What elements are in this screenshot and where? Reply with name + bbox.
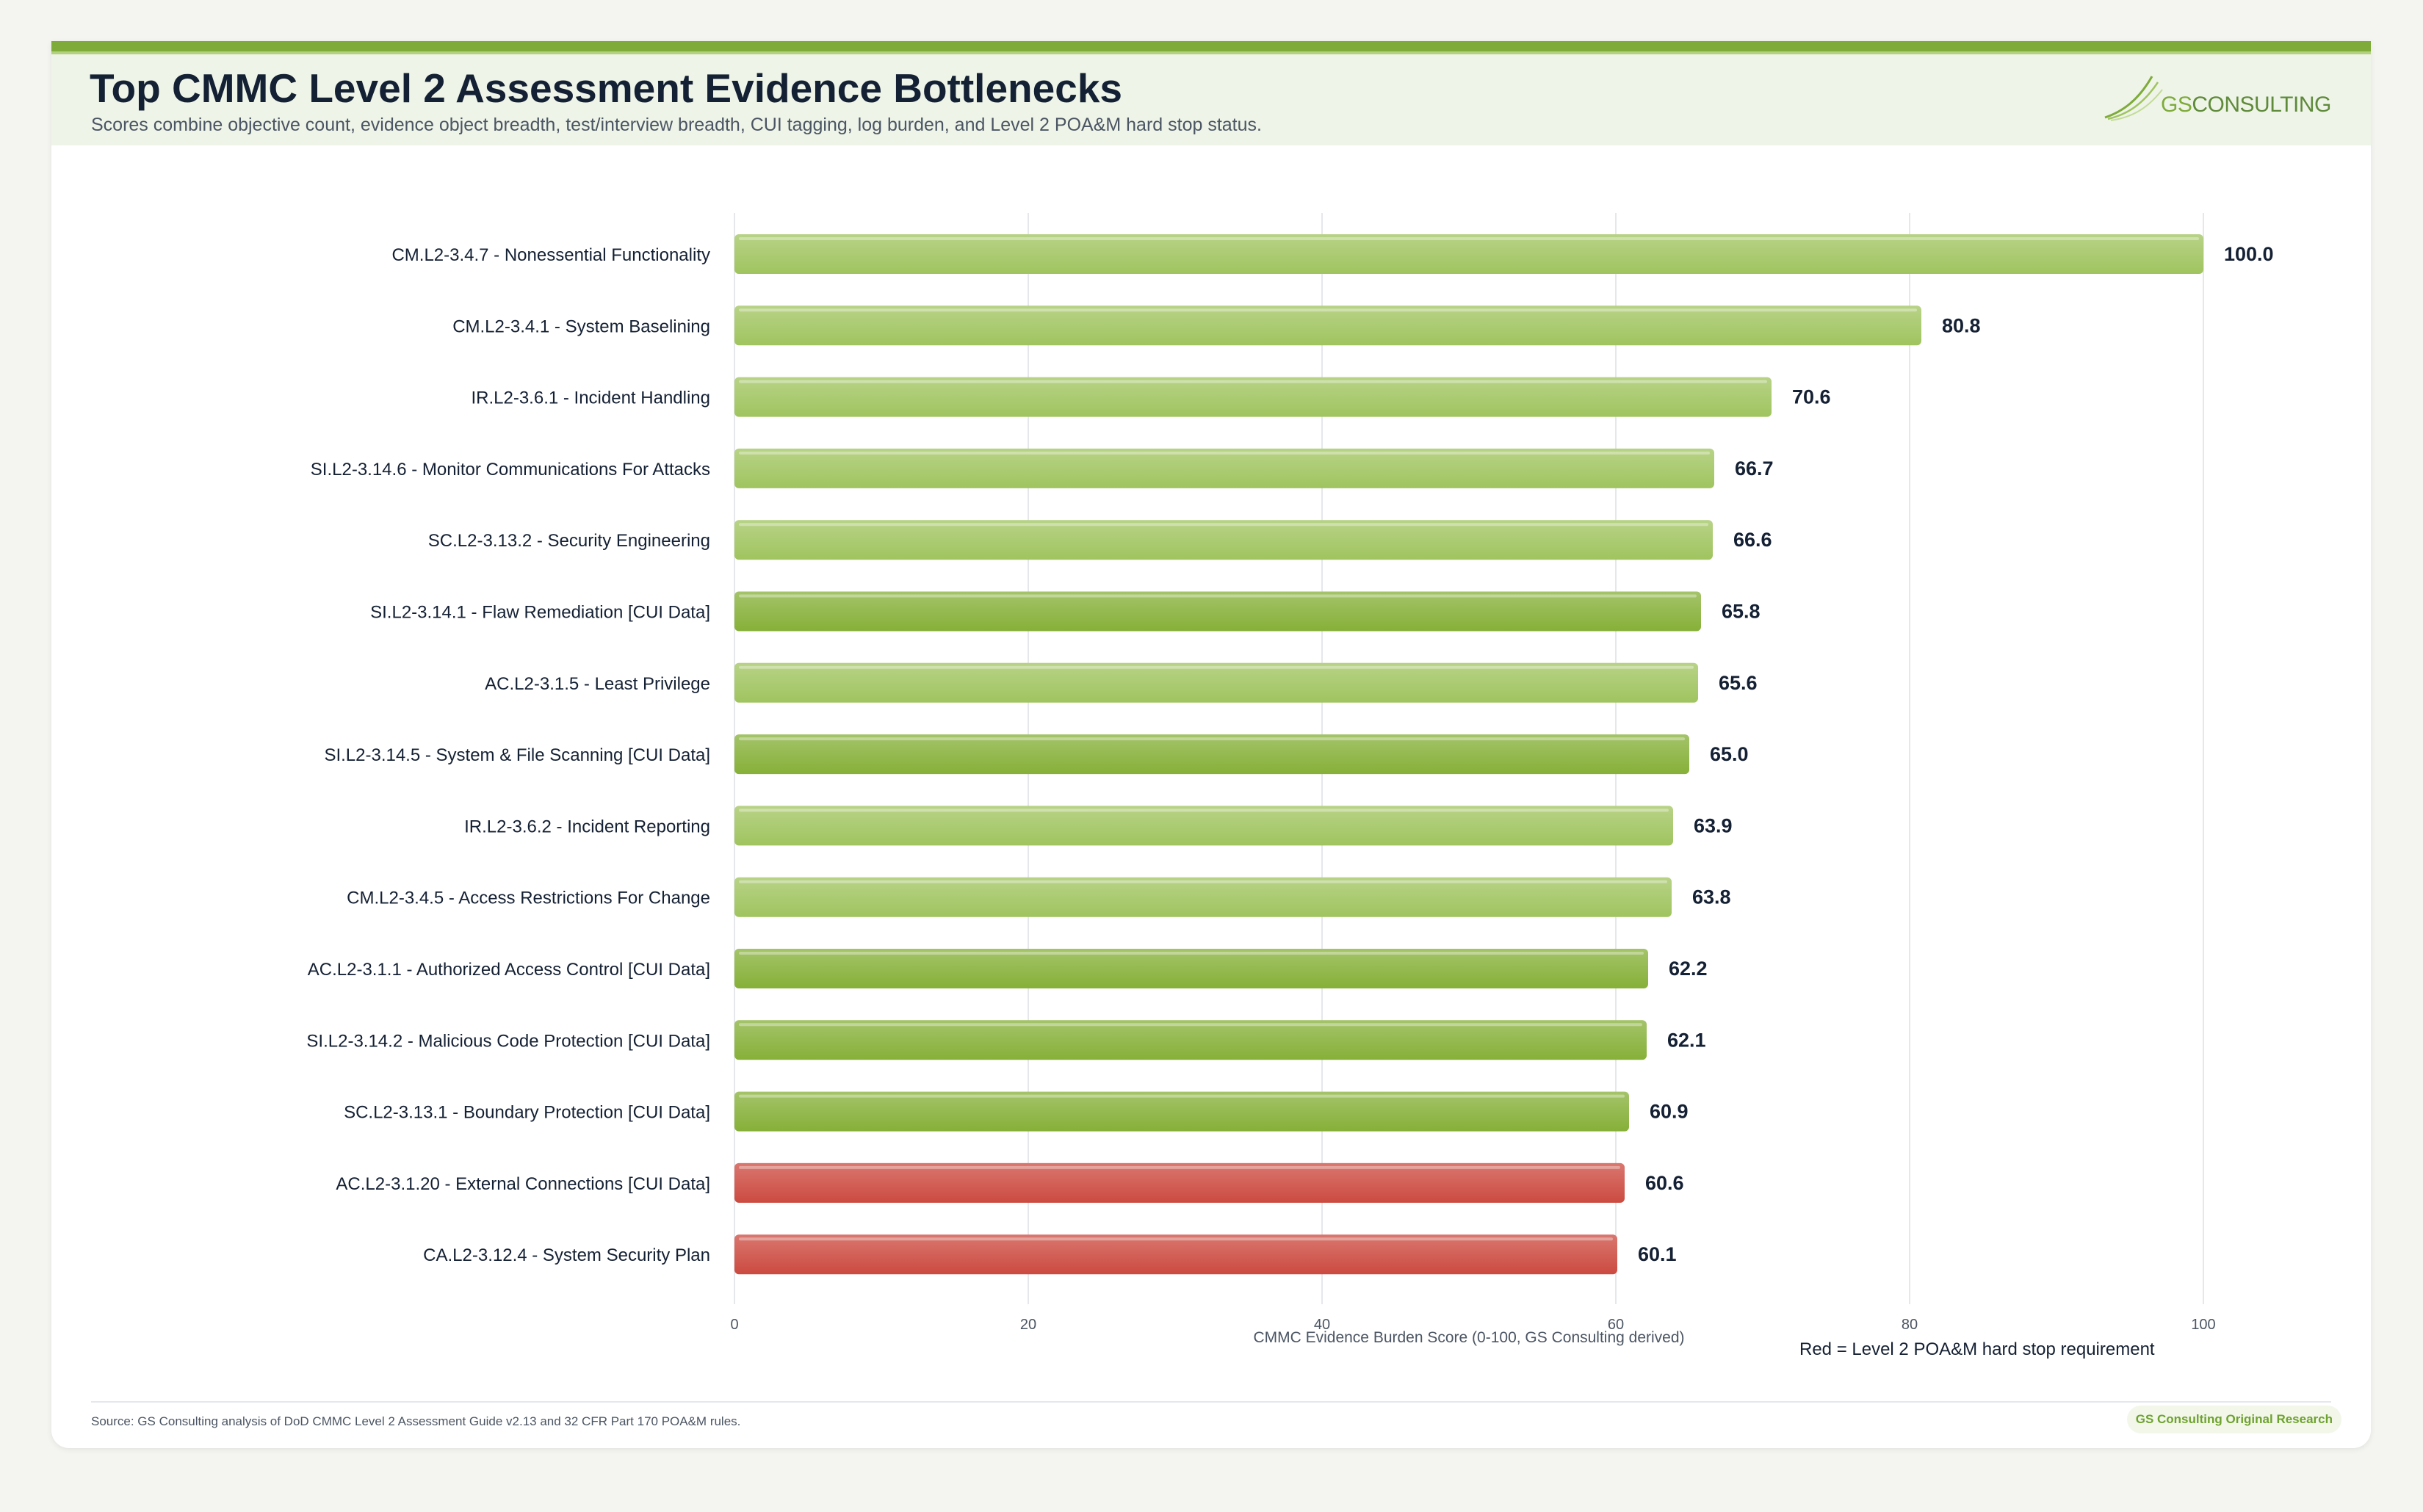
value-label: 60.9 <box>1650 1101 1689 1123</box>
value-label: 62.2 <box>1669 958 1708 980</box>
value-label: 100.0 <box>2224 243 2274 265</box>
category-label: CM.L2-3.4.5 - Access Restrictions For Ch… <box>347 889 710 908</box>
footer-divider <box>91 1401 2331 1403</box>
category-label: AC.L2-3.1.1 - Authorized Access Control … <box>308 960 710 980</box>
bar <box>734 949 1648 988</box>
bar <box>734 662 1698 703</box>
page-subtitle: Scores combine objective count, evidence… <box>91 115 1262 135</box>
x-axis-label: CMMC Evidence Burden Score (0-100, GS Co… <box>1253 1329 1684 1346</box>
bar <box>734 734 1689 775</box>
value-label: 60.6 <box>1645 1172 1684 1194</box>
value-label: 65.8 <box>1722 601 1761 623</box>
bar <box>734 234 2203 274</box>
bars <box>734 234 2203 1275</box>
bar <box>734 1020 1647 1060</box>
value-label: 80.8 <box>1942 314 1981 336</box>
logo-wordmark: GSCONSULTING <box>2161 93 2331 117</box>
x-tick-label: 20 <box>1020 1317 1036 1333</box>
category-label: CA.L2-3.12.4 - System Security Plan <box>423 1245 710 1265</box>
category-label: SC.L2-3.13.1 - Boundary Protection [CUI … <box>344 1103 710 1123</box>
page-title: Top CMMC Level 2 Assessment Evidence Bot… <box>90 65 1122 111</box>
legend-note: Red = Level 2 POA&M hard stop requiremen… <box>1799 1339 2155 1359</box>
bar <box>734 520 1713 560</box>
value-label: 65.0 <box>1710 743 1749 765</box>
bar-gloss <box>734 949 1648 988</box>
bar <box>734 591 1701 632</box>
category-label: AC.L2-3.1.5 - Least Privilege <box>485 674 710 694</box>
bar-gloss <box>734 305 1921 346</box>
source-note: Source: GS Consulting analysis of DoD CM… <box>91 1414 741 1428</box>
category-label: AC.L2-3.1.20 - External Connections [CUI… <box>336 1174 710 1194</box>
bar-chart: CM.L2-3.4.7 - Nonessential Functionality… <box>306 213 2274 1346</box>
category-label: CM.L2-3.4.1 - System Baselining <box>452 316 710 336</box>
research-badge: GS Consulting Original Research <box>2126 1406 2341 1433</box>
value-label: 70.6 <box>1792 386 1831 408</box>
bar-gloss <box>734 734 1689 775</box>
x-tick-label: 80 <box>1902 1317 1918 1333</box>
value-label: 66.6 <box>1733 529 1772 551</box>
gs-consulting-logo: GSCONSULTING <box>2101 70 2336 129</box>
category-labels: CM.L2-3.4.7 - Nonessential Functionality… <box>306 245 710 1265</box>
x-tick-label: 100 <box>2191 1317 2215 1333</box>
value-label: 60.1 <box>1638 1243 1677 1265</box>
bar-gloss <box>734 1162 1625 1203</box>
card-header: Top CMMC Level 2 Assessment Evidence Bot… <box>51 41 2371 145</box>
logo-swoosh-icon <box>2104 76 2163 121</box>
x-axis-ticks: 0 20 40 60 80 100 <box>730 1317 2215 1333</box>
value-label: 66.7 <box>1735 457 1774 480</box>
value-labels: 100.0 80.8 70.6 66.7 66.6 65.8 65.6 65.0 63.9 63.… <box>1638 243 2274 1265</box>
bar <box>734 877 1672 917</box>
logo-gs: GS <box>2161 93 2192 117</box>
bar-gloss <box>734 1234 1617 1275</box>
category-label: SI.L2-3.14.5 - System & File Scanning [C… <box>324 745 710 765</box>
bar <box>734 448 1714 488</box>
bar-gloss <box>734 662 1698 703</box>
bar <box>734 305 1921 346</box>
bar <box>734 1234 1617 1275</box>
bar-gloss <box>734 806 1673 846</box>
value-label: 63.8 <box>1692 886 1731 908</box>
bar-gloss <box>734 1091 1629 1132</box>
bar-gloss <box>734 377 1772 417</box>
category-label: CM.L2-3.4.7 - Nonessential Functionality <box>391 245 710 265</box>
report-card: Top CMMC Level 2 Assessment Evidence Bot… <box>51 41 2371 1448</box>
x-tick-label: 40 <box>1314 1317 1330 1333</box>
value-label: 62.1 <box>1667 1029 1706 1051</box>
bar <box>734 1091 1629 1132</box>
value-label: 63.9 <box>1694 814 1733 836</box>
category-label: IR.L2-3.6.2 - Incident Reporting <box>464 817 710 836</box>
bar <box>734 377 1772 417</box>
category-label: SI.L2-3.14.6 - Monitor Communications Fo… <box>311 460 710 480</box>
bar-gloss <box>734 234 2203 274</box>
x-tick-label: 0 <box>730 1317 738 1333</box>
bar-gloss <box>734 1020 1647 1060</box>
category-label: SI.L2-3.14.2 - Malicious Code Protection… <box>306 1031 710 1051</box>
bar-gloss <box>734 591 1701 632</box>
bar-gloss <box>734 448 1714 488</box>
category-label: IR.L2-3.6.1 - Incident Handling <box>471 388 710 408</box>
bar-gloss <box>734 520 1713 560</box>
x-tick-label: 60 <box>1608 1317 1624 1333</box>
bar <box>734 1162 1625 1203</box>
logo-consulting: CONSULTING <box>2192 93 2331 117</box>
bar-gloss <box>734 877 1672 917</box>
category-label: SC.L2-3.13.2 - Security Engineering <box>428 531 710 551</box>
bar <box>734 806 1673 846</box>
category-label: SI.L2-3.14.1 - Flaw Remediation [CUI Dat… <box>370 603 710 623</box>
value-label: 65.6 <box>1719 672 1758 694</box>
